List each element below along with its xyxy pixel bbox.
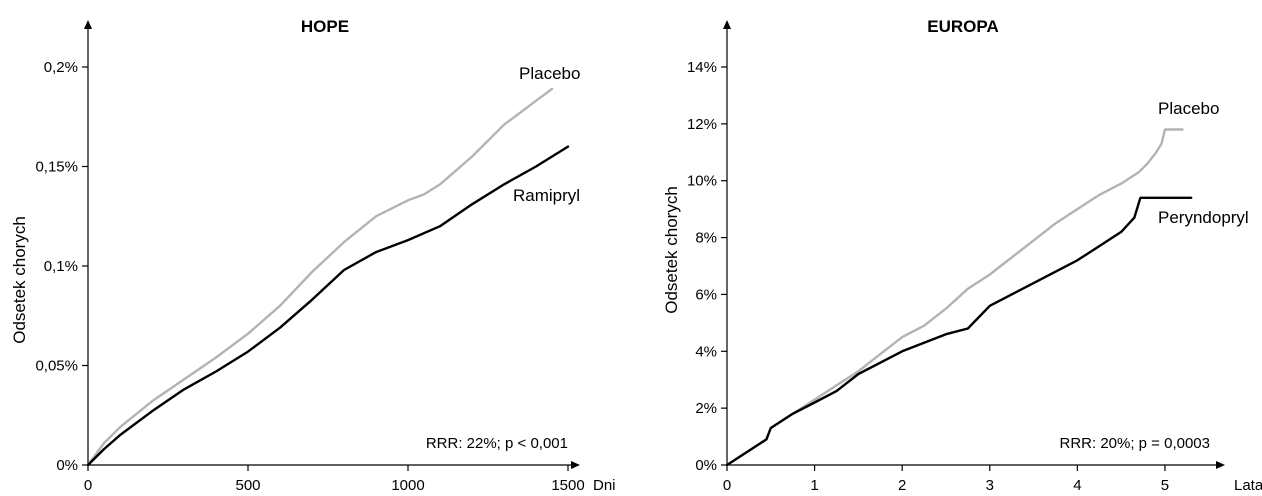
x-tick-label: 1500 xyxy=(551,477,584,494)
x-axis-unit-label: Dni xyxy=(593,477,616,494)
series-line-placebo xyxy=(725,128,1184,467)
x-tick-label: 500 xyxy=(235,477,260,494)
hope-chart: HOPE Odsetek chorych Dni RRR: 22%; p < 0… xyxy=(10,17,616,494)
y-tick-label: 12% xyxy=(687,116,717,133)
chart-title: EUROPA xyxy=(927,17,998,36)
series-line-ramipryl xyxy=(86,145,570,467)
y-axis-label: Odsetek chorych xyxy=(10,216,29,344)
y-tick-label: 10% xyxy=(687,173,717,190)
rrr-annotation: RRR: 20%; p = 0,0003 xyxy=(1059,435,1210,452)
x-tick-label: 4 xyxy=(1073,477,1081,494)
x-axis-arrow xyxy=(1216,461,1225,469)
y-tick-label: 0% xyxy=(695,457,717,474)
europa-chart: EUROPA Odsetek chorych Lata RRR: 20%; p … xyxy=(662,17,1262,494)
x-axis-unit-label: Lata xyxy=(1234,477,1262,494)
x-tick-label: 1 xyxy=(810,477,818,494)
y-tick-label: 8% xyxy=(695,230,717,247)
rrr-annotation: RRR: 22%; p < 0,001 xyxy=(426,435,568,452)
y-tick-label: 0,15% xyxy=(35,159,78,176)
x-tick-label: 5 xyxy=(1161,477,1169,494)
y-tick-label: 4% xyxy=(695,343,717,360)
x-tick-label: 1000 xyxy=(391,477,424,494)
y-tick-label: 0,1% xyxy=(44,258,78,275)
y-axis-label: Odsetek chorych xyxy=(662,186,681,314)
y-tick-label: 14% xyxy=(687,59,717,76)
y-tick-label: 0,05% xyxy=(35,358,78,375)
series-label-placebo: Placebo xyxy=(1158,99,1219,118)
x-axis-arrow xyxy=(571,461,580,469)
x-tick-label: 0 xyxy=(84,477,92,494)
chart-title: HOPE xyxy=(301,17,349,36)
x-tick-label: 3 xyxy=(986,477,994,494)
series-line-placebo xyxy=(86,87,554,467)
y-axis-arrow xyxy=(84,20,92,29)
y-tick-label: 6% xyxy=(695,286,717,303)
x-tick-label: 0 xyxy=(723,477,731,494)
y-axis-arrow xyxy=(723,20,731,29)
y-tick-label: 0% xyxy=(56,457,78,474)
x-tick-label: 2 xyxy=(898,477,906,494)
series-line-peryndopryl xyxy=(725,196,1193,467)
series-label-ramipryl: Ramipryl xyxy=(513,186,580,205)
series-label-placebo: Placebo xyxy=(519,64,580,83)
y-tick-label: 0,2% xyxy=(44,59,78,76)
y-tick-label: 2% xyxy=(695,400,717,417)
series-label-peryndopryl: Peryndopryl xyxy=(1158,208,1249,227)
